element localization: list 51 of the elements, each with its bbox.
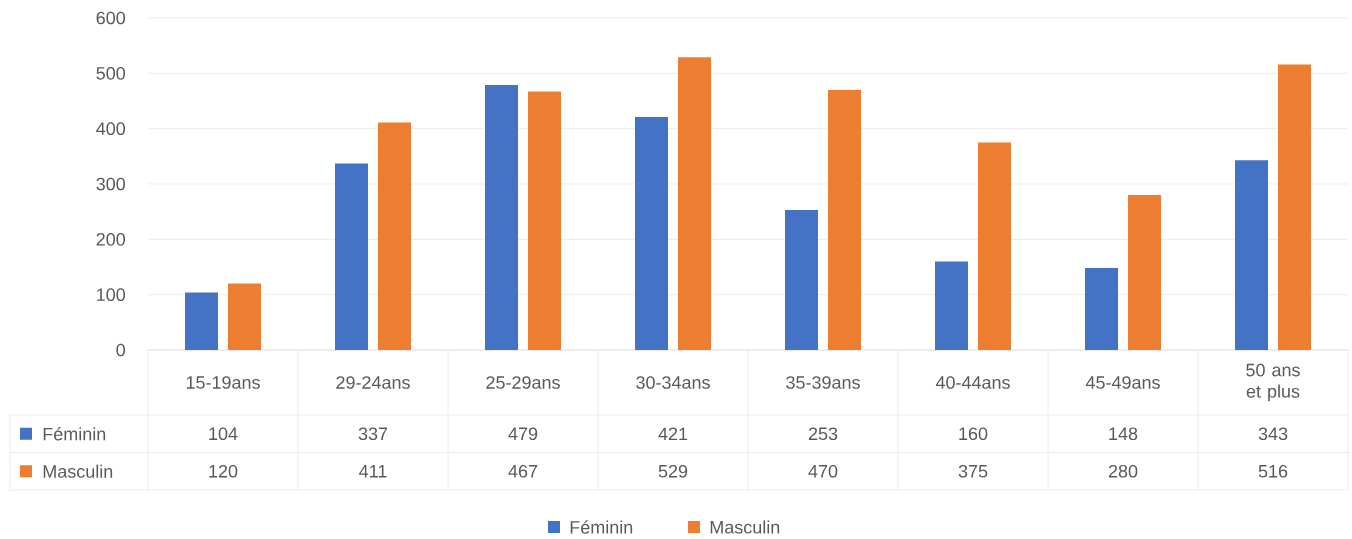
x-tick-label: 25-29ans bbox=[486, 376, 560, 389]
bar bbox=[485, 84, 519, 350]
data-label: 160 bbox=[959, 427, 988, 441]
y-tick-label: 200 bbox=[96, 232, 126, 246]
bar bbox=[185, 292, 218, 350]
y-tick-label: 600 bbox=[96, 11, 126, 25]
data-label: 467 bbox=[508, 464, 538, 478]
bar bbox=[978, 142, 1012, 350]
data-label: 470 bbox=[808, 464, 838, 478]
bar bbox=[378, 122, 412, 350]
x-tick-label: 15-19ans bbox=[186, 376, 260, 389]
data-label: 104 bbox=[209, 427, 238, 441]
bar bbox=[785, 210, 819, 350]
x-tick-label: 50 ans et plus bbox=[1246, 363, 1300, 402]
bar bbox=[528, 91, 562, 350]
x-tick-label: 29-24ans bbox=[336, 376, 410, 389]
data-label: 516 bbox=[1258, 464, 1288, 478]
data-label: 479 bbox=[508, 427, 538, 441]
data-label: 421 bbox=[658, 427, 688, 441]
data-label: 148 bbox=[1109, 427, 1138, 441]
y-tick-label: 100 bbox=[97, 288, 126, 302]
text: Masculin bbox=[710, 520, 780, 534]
x-tick-label: 35-39ans bbox=[786, 376, 860, 389]
y-tick-label: 500 bbox=[96, 66, 126, 80]
bar bbox=[635, 117, 669, 350]
bar bbox=[1235, 160, 1269, 350]
legend-label: Masculin bbox=[43, 464, 113, 478]
data-label: 253 bbox=[808, 427, 838, 441]
bar bbox=[1128, 195, 1162, 350]
x-tick-label: 30-34ans bbox=[636, 376, 710, 389]
bar bbox=[228, 283, 261, 350]
bar bbox=[678, 57, 712, 350]
bar bbox=[1085, 268, 1119, 350]
data-label: 375 bbox=[958, 464, 988, 478]
data-label: 337 bbox=[358, 427, 388, 441]
x-tick-label: 45-49ans bbox=[1085, 376, 1160, 389]
data-label: 529 bbox=[658, 464, 688, 478]
bar bbox=[1278, 64, 1312, 350]
bar bbox=[935, 261, 969, 350]
y-tick-label: 300 bbox=[96, 177, 126, 191]
legend-label: Féminin bbox=[43, 427, 106, 441]
bar bbox=[828, 89, 862, 350]
data-label: 120 bbox=[209, 464, 238, 478]
text: Féminin bbox=[570, 520, 633, 534]
x-tick-label: 40-44ans bbox=[935, 376, 1010, 389]
y-tick-label: 400 bbox=[96, 122, 126, 136]
bar bbox=[335, 163, 369, 350]
data-label: 280 bbox=[1108, 464, 1138, 478]
data-label: 411 bbox=[359, 465, 387, 478]
data-label: 343 bbox=[1258, 427, 1288, 441]
y-tick-label: 0 bbox=[116, 343, 126, 357]
